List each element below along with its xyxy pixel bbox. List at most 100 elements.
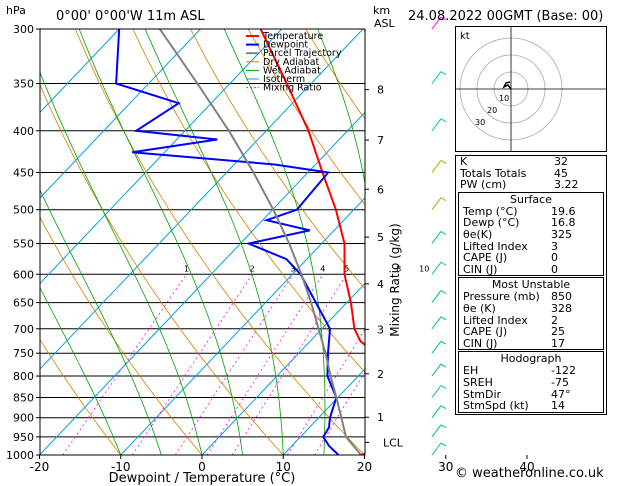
legend-label: Isotherm bbox=[263, 74, 305, 85]
pressure-tick-label: 350 bbox=[13, 78, 34, 91]
wet-adiabat bbox=[40, 286, 122, 455]
mu-row: θe (K) 328 bbox=[463, 301, 572, 315]
legend-label: Dry Adiabat bbox=[263, 57, 320, 68]
hodograph-ring-label: 30 bbox=[475, 118, 485, 127]
pressure-tick-label: 950 bbox=[13, 431, 34, 444]
surface-row: Temp (°C) 19.6 bbox=[463, 204, 576, 218]
datetime-title: 24.08.2022 00GMT (Base: 00) bbox=[408, 9, 603, 24]
most-unstable-section: Most Unstable Pressure (mb) 850 θe (K) 328… bbox=[458, 277, 604, 351]
wet-adiabat bbox=[40, 71, 203, 455]
wind-barb-feather bbox=[440, 261, 447, 266]
wind-barb-feather bbox=[440, 363, 447, 368]
hpa-label: hPa bbox=[6, 4, 26, 17]
dry-adiabat bbox=[190, 29, 365, 290]
pressure-tick-label: 700 bbox=[13, 323, 34, 336]
index-row: K 32 bbox=[460, 155, 568, 168]
pressure-tick-label: 750 bbox=[13, 347, 34, 360]
temp-tick-label: -20 bbox=[30, 460, 50, 474]
surface-row: Lifted Index 3 bbox=[463, 239, 558, 253]
wind-barb-feather bbox=[440, 160, 447, 164]
wind-barb-feather bbox=[440, 290, 447, 295]
legend-label: Parcel Trajectory bbox=[263, 48, 342, 59]
axes: 1234581015202530035040045050055060065070… bbox=[6, 23, 540, 474]
wind-barb bbox=[431, 385, 442, 398]
wind-barb-feather bbox=[440, 405, 447, 410]
surface-row: Dewp (°C) 16.8 bbox=[463, 216, 576, 230]
temperature-line bbox=[259, 29, 365, 455]
dewpoint-line bbox=[115, 29, 340, 455]
pressure-tick-label: 800 bbox=[13, 370, 34, 383]
legend-label: Temperature bbox=[262, 31, 323, 42]
hodograph-title: Hodograph bbox=[500, 352, 562, 366]
km-tick-label: 7 bbox=[377, 134, 384, 147]
legend-label: Mixing Ratio bbox=[263, 83, 322, 94]
pressure-tick-label: 900 bbox=[13, 412, 34, 425]
surface-row: CIN (J) 0 bbox=[463, 262, 558, 276]
mixing-ratio-line bbox=[231, 274, 348, 455]
credit-text: © weatheronline.co.uk bbox=[455, 466, 604, 481]
mixing-ratio-label: 10 bbox=[419, 264, 429, 273]
isotherm-line bbox=[40, 29, 364, 370]
surface-row: θe(K) 325 bbox=[463, 227, 572, 241]
hodograph-ring-label: 10 bbox=[499, 94, 509, 103]
wind-barb bbox=[431, 316, 442, 330]
wind-barb bbox=[431, 442, 442, 456]
wet-adiabat bbox=[223, 29, 326, 455]
mu-row: Pressure (mb) 850 bbox=[463, 290, 572, 304]
mixing-ratio-label: 5 bbox=[344, 264, 349, 273]
mu-row: CIN (J) 17 bbox=[463, 336, 565, 350]
hodo-row: EH -122 bbox=[463, 364, 576, 378]
most-unstable-title: Most Unstable bbox=[491, 278, 571, 292]
isotherm-line bbox=[201, 282, 365, 455]
wind-barb bbox=[431, 290, 442, 303]
asl-label: ASL bbox=[374, 17, 396, 30]
parcel-trajectory-line bbox=[158, 29, 362, 455]
legend-label: Wet Adiabat bbox=[263, 65, 321, 76]
isotherm-line bbox=[40, 29, 283, 285]
wind-barb-feather bbox=[440, 340, 447, 345]
wind-barb bbox=[431, 16, 442, 30]
index-row: Totals Totals 45 bbox=[460, 166, 568, 180]
temp-tick-label: 40 bbox=[519, 460, 534, 474]
pressure-tick-label: 650 bbox=[13, 297, 34, 310]
mixing-ratio-label: 8 bbox=[396, 264, 401, 273]
temp-tick-label: -10 bbox=[111, 460, 131, 474]
wind-barb bbox=[431, 424, 442, 438]
temp-tick-label: 10 bbox=[276, 460, 291, 474]
km-tick-label: 6 bbox=[377, 183, 384, 196]
wind-barb-feather bbox=[440, 424, 447, 429]
temp-tick-label: 0 bbox=[198, 460, 206, 474]
isotherm-line bbox=[40, 29, 201, 199]
wet-adiabat bbox=[40, 189, 162, 455]
surface-section: Surface Temp (°C) 19.6 Dewp (°C) 16.8 θe(K… bbox=[458, 191, 604, 277]
index-row: PW (cm) 3.22 bbox=[460, 178, 579, 192]
pressure-tick-label: 550 bbox=[13, 237, 34, 250]
wind-barb-feather bbox=[440, 385, 447, 389]
mixing-ratio-label: 2 bbox=[250, 264, 255, 273]
pressure-tick-label: 400 bbox=[13, 125, 34, 138]
km-tick-label: 2 bbox=[377, 368, 384, 381]
mixing-ratio-label: 3 bbox=[290, 264, 295, 273]
km-tick-label: 3 bbox=[377, 323, 384, 336]
mixing-ratio-axis-label: Mixing Ratio (g/kg) bbox=[388, 223, 402, 336]
hodo-row: StmSpd (kt) 14 bbox=[463, 399, 565, 413]
pressure-tick-label: 450 bbox=[13, 166, 34, 179]
wind-barbs bbox=[431, 16, 447, 456]
wind-barb-feather bbox=[440, 197, 447, 202]
pressure-tick-label: 500 bbox=[13, 204, 34, 217]
wind-barb-feather bbox=[440, 71, 447, 75]
mu-row: Lifted Index 2 bbox=[463, 313, 558, 327]
hodograph-trace bbox=[502, 81, 512, 90]
dry-adiabat bbox=[40, 83, 284, 455]
wind-barb bbox=[431, 363, 442, 377]
surface-title: Surface bbox=[510, 192, 552, 206]
mixing-ratio-label: 1 bbox=[184, 264, 189, 273]
location-title: 0°00' 0°00'W 11m ASL bbox=[56, 9, 205, 24]
mixing-ratio-line bbox=[287, 328, 365, 455]
wind-barb-feather bbox=[440, 231, 447, 235]
legend-label: Dewpoint bbox=[263, 40, 308, 51]
mixing-ratio-label: 4 bbox=[320, 264, 325, 273]
wind-barb bbox=[431, 197, 442, 211]
